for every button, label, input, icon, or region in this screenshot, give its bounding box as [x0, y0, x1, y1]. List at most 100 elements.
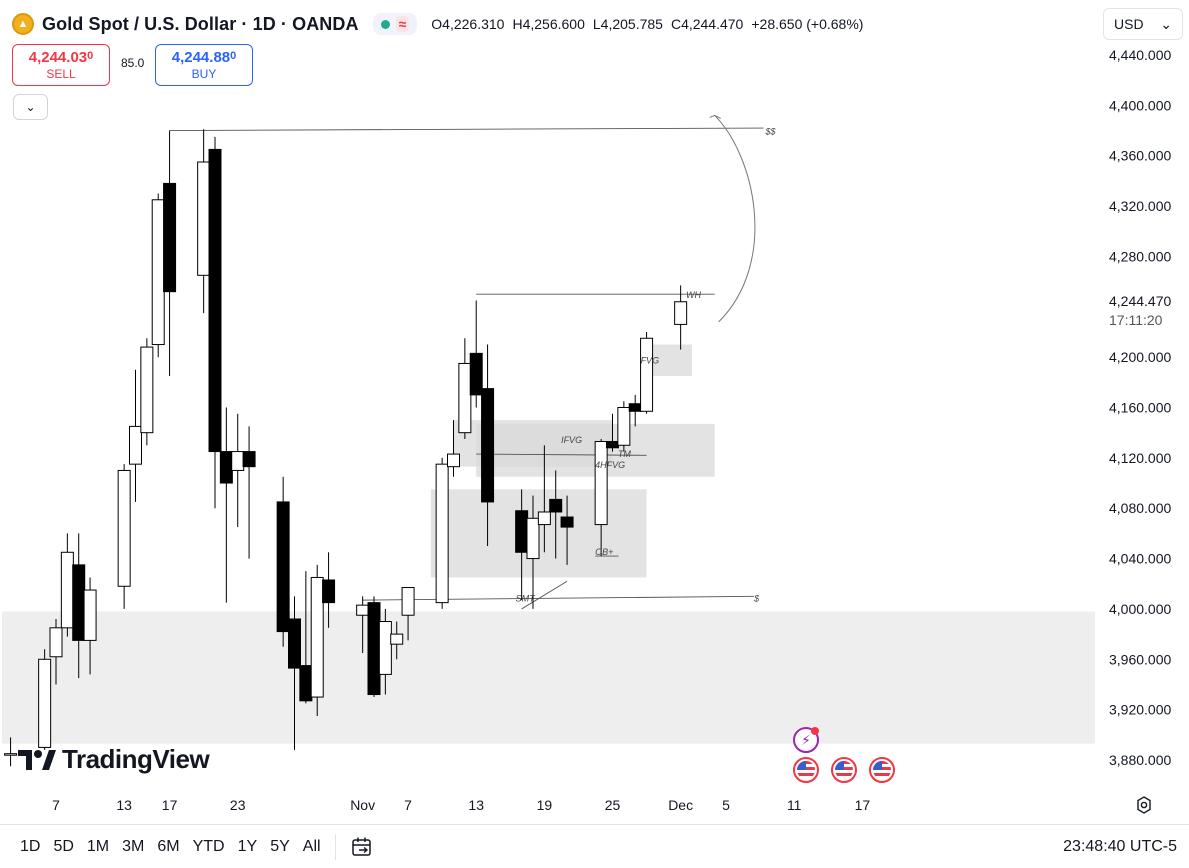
- range-3m[interactable]: 3M: [122, 837, 145, 855]
- open-value: O4,226.310: [431, 16, 505, 32]
- bottom-toolbar: 1D 5D 1M 3M 6M YTD 1Y 5Y All 23:48:40 UT…: [0, 824, 1189, 868]
- tradingview-logo[interactable]: TradingView: [16, 744, 210, 775]
- chart-annotation: $: [753, 594, 760, 604]
- candle: [140, 346, 154, 434]
- y-tick-label: 4,040.000: [1109, 551, 1171, 567]
- symbol-header: ▲ Gold Spot / U.S. Dollar · 1D · OANDA ≈…: [12, 10, 863, 38]
- candle: [390, 633, 404, 645]
- market-status-pill[interactable]: ≈: [372, 13, 418, 35]
- last-price-label: 4,244.470: [1109, 293, 1171, 309]
- range-1y[interactable]: 1Y: [237, 837, 258, 855]
- candle: [163, 182, 177, 293]
- candle: [117, 469, 131, 587]
- candle: [322, 579, 336, 604]
- settings-icon[interactable]: [1134, 795, 1154, 815]
- y-tick-label: 4,360.000: [1109, 148, 1171, 164]
- projection-arrow: [714, 115, 756, 323]
- candle: [276, 501, 290, 633]
- buy-button[interactable]: 4,244.880 BUY: [155, 44, 253, 86]
- candle: [219, 451, 233, 484]
- candle: [4, 753, 18, 756]
- chart-annotation: SMT: [516, 594, 537, 604]
- candle: [367, 602, 381, 696]
- candle: [151, 199, 165, 346]
- wave-icon: ≈: [395, 16, 410, 32]
- tm-line: [476, 453, 647, 456]
- us-flag-icon[interactable]: [869, 757, 895, 783]
- clock-display: 23:48:40 UTC-5: [1063, 837, 1177, 855]
- y-tick-label: 4,200.000: [1109, 349, 1171, 365]
- sell-price-pip: 0: [87, 50, 94, 62]
- toolbar-divider: [334, 833, 336, 860]
- candle: [640, 337, 654, 412]
- x-tick-label: 7: [52, 797, 60, 813]
- candle: [129, 425, 142, 465]
- collapse-button[interactable]: ⌄: [13, 94, 48, 120]
- candle: [628, 403, 642, 412]
- sell-price: 4,244.03: [28, 49, 88, 66]
- candle: [560, 516, 574, 528]
- change-value: +28.650 (+0.68%): [751, 16, 864, 32]
- bolt-event-icon[interactable]: ⚡: [793, 727, 819, 753]
- buy-price-pip: 0: [230, 50, 237, 62]
- y-tick-label: 4,400.000: [1109, 97, 1171, 113]
- candle: [458, 362, 472, 434]
- x-tick-label: Nov: [350, 797, 375, 813]
- candle: [401, 587, 415, 616]
- x-tick-label: 7: [404, 797, 412, 813]
- y-tick-label: 3,920.000: [1109, 702, 1171, 718]
- notification-dot: [811, 727, 819, 735]
- candle: [469, 352, 483, 396]
- y-tick-label: 4,440.000: [1109, 47, 1171, 63]
- candle: [83, 589, 97, 641]
- candle: [242, 451, 256, 468]
- candle: [356, 604, 370, 616]
- us-flag-icon[interactable]: [793, 757, 819, 783]
- chart-annotation: IFVG: [561, 435, 582, 445]
- x-tick-label: 23: [230, 797, 246, 813]
- range-6m[interactable]: 6M: [157, 837, 180, 855]
- ohlc-values: O4,226.310 H4,256.600 L4,205.785 C4,244.…: [431, 16, 863, 32]
- range-1m[interactable]: 1M: [86, 837, 110, 855]
- candle: [208, 148, 222, 453]
- candle: [435, 463, 449, 604]
- candle: [481, 388, 495, 503]
- candle: [674, 301, 688, 325]
- chart-annotation: WH: [686, 290, 701, 300]
- candle: [549, 498, 563, 513]
- y-tick-label: 4,320.000: [1109, 198, 1171, 214]
- tradingview-logo-icon: [18, 749, 56, 770]
- currency-select[interactable]: USD ⌄: [1103, 8, 1183, 40]
- chart-annotation: TM: [618, 449, 631, 459]
- us-flag-icon[interactable]: [831, 757, 857, 783]
- candle: [72, 564, 86, 641]
- candle: [537, 511, 551, 526]
- candle: [49, 627, 63, 658]
- chart-annotation: 4HFVG: [595, 460, 625, 470]
- logo-text: TradingView: [62, 744, 210, 774]
- range-1d[interactable]: 1D: [20, 837, 41, 855]
- y-tick-label: 3,960.000: [1109, 651, 1171, 667]
- candle: [447, 453, 460, 468]
- candle: [60, 551, 74, 629]
- range-5d[interactable]: 5D: [53, 837, 74, 855]
- market-open-dot-icon: [380, 19, 390, 29]
- high-value: H4,256.600: [512, 16, 585, 32]
- candle: [378, 621, 392, 675]
- symbol-title[interactable]: Gold Spot / U.S. Dollar · 1D · OANDA: [42, 13, 359, 34]
- x-tick-label: 13: [116, 797, 132, 813]
- candle: [310, 576, 324, 698]
- x-tick-label: 5: [722, 797, 730, 813]
- range-5y[interactable]: 5Y: [270, 837, 290, 855]
- zone-rect: [646, 344, 692, 377]
- candle: [288, 618, 301, 669]
- chart-annotation: FVG: [641, 356, 660, 366]
- range-ytd[interactable]: YTD: [192, 837, 225, 855]
- candle: [606, 440, 619, 449]
- sell-button[interactable]: 4,244.030 SELL: [12, 44, 110, 86]
- candle: [526, 517, 540, 560]
- x-tick-label: 17: [855, 797, 871, 813]
- range-all[interactable]: All: [302, 837, 321, 855]
- calendar-icon[interactable]: [350, 835, 374, 859]
